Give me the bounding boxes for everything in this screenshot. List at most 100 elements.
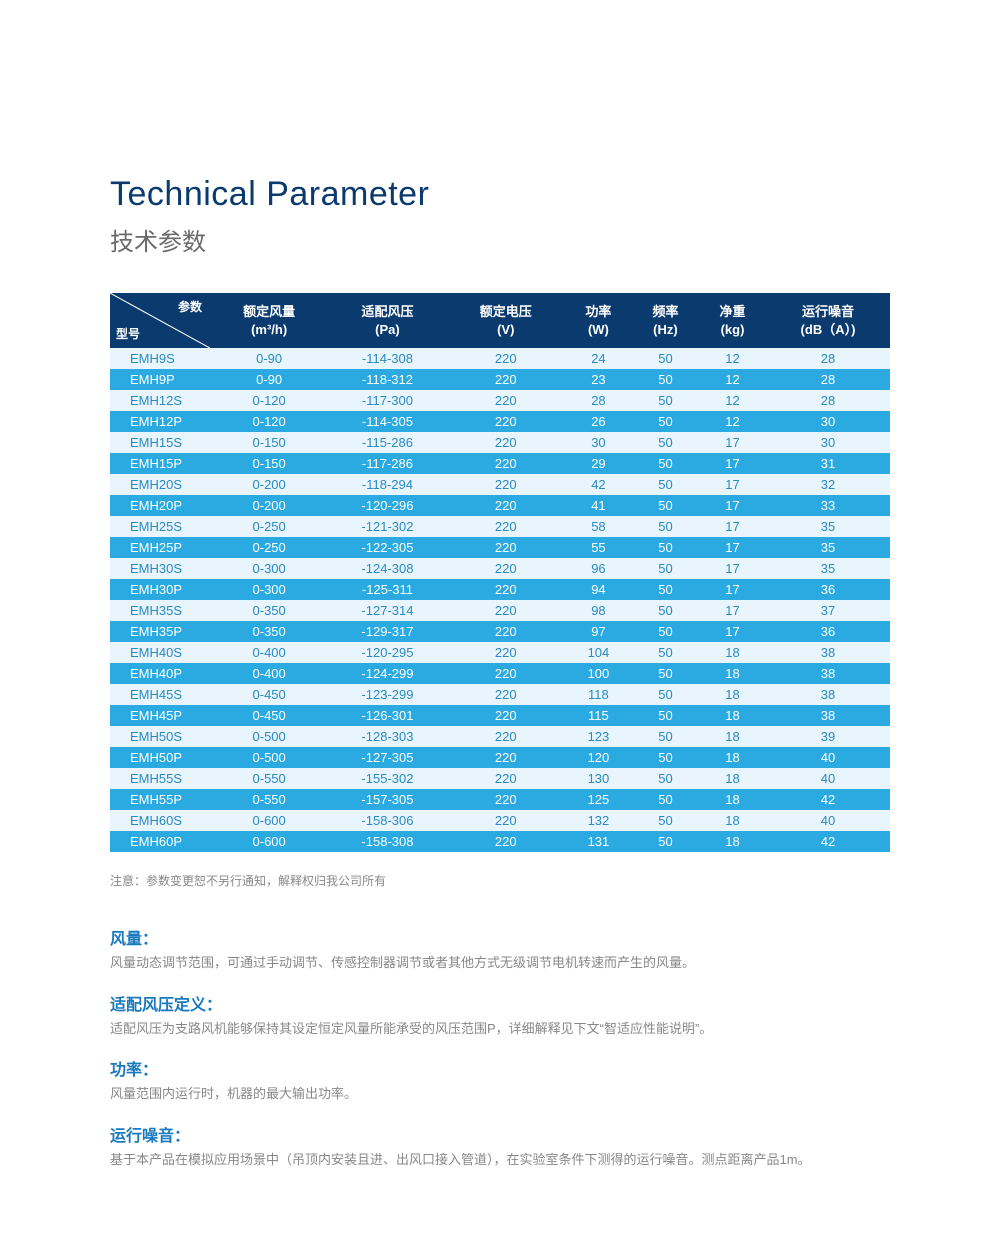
value-cell: 28 bbox=[766, 348, 890, 369]
value-cell: 50 bbox=[632, 369, 699, 390]
value-cell: 0-450 bbox=[210, 705, 328, 726]
value-cell: -121-302 bbox=[328, 516, 446, 537]
value-cell: 50 bbox=[632, 558, 699, 579]
value-cell: 0-200 bbox=[210, 474, 328, 495]
value-cell: 38 bbox=[766, 642, 890, 663]
value-cell: 0-300 bbox=[210, 579, 328, 600]
value-cell: 17 bbox=[699, 621, 766, 642]
value-cell: 0-350 bbox=[210, 621, 328, 642]
value-cell: 0-400 bbox=[210, 642, 328, 663]
column-header-label: 额定电压 bbox=[451, 303, 561, 321]
model-cell: EMH12S bbox=[110, 390, 210, 411]
value-cell: 220 bbox=[447, 684, 565, 705]
model-cell: EMH35P bbox=[110, 621, 210, 642]
value-cell: 0-350 bbox=[210, 600, 328, 621]
value-cell: 220 bbox=[447, 726, 565, 747]
table-row: EMH12P0-120-114-30522026501230 bbox=[110, 411, 890, 432]
value-cell: 50 bbox=[632, 348, 699, 369]
value-cell: 17 bbox=[699, 558, 766, 579]
value-cell: 220 bbox=[447, 705, 565, 726]
value-cell: 220 bbox=[447, 579, 565, 600]
title-english: Technical Parameter bbox=[110, 175, 890, 214]
model-cell: EMH20P bbox=[110, 495, 210, 516]
value-cell: 17 bbox=[699, 495, 766, 516]
value-cell: 220 bbox=[447, 789, 565, 810]
column-header: 额定电压(V) bbox=[447, 293, 565, 348]
corner-header-cell: 参数 型号 bbox=[110, 293, 210, 348]
value-cell: -158-306 bbox=[328, 810, 446, 831]
column-header-unit: (Hz) bbox=[636, 321, 695, 339]
value-cell: 0-150 bbox=[210, 432, 328, 453]
value-cell: -122-305 bbox=[328, 537, 446, 558]
value-cell: 50 bbox=[632, 747, 699, 768]
value-cell: 0-120 bbox=[210, 411, 328, 432]
model-cell: EMH45S bbox=[110, 684, 210, 705]
value-cell: -126-301 bbox=[328, 705, 446, 726]
model-cell: EMH12P bbox=[110, 411, 210, 432]
table-row: EMH25S0-250-121-30222058501735 bbox=[110, 516, 890, 537]
value-cell: -125-311 bbox=[328, 579, 446, 600]
value-cell: 0-250 bbox=[210, 537, 328, 558]
model-cell: EMH20S bbox=[110, 474, 210, 495]
title-chinese: 技术参数 bbox=[110, 222, 890, 257]
value-cell: 125 bbox=[565, 789, 632, 810]
value-cell: -115-286 bbox=[328, 432, 446, 453]
value-cell: 35 bbox=[766, 516, 890, 537]
model-cell: EMH9P bbox=[110, 369, 210, 390]
value-cell: 50 bbox=[632, 453, 699, 474]
value-cell: 28 bbox=[766, 369, 890, 390]
model-cell: EMH15S bbox=[110, 432, 210, 453]
value-cell: 12 bbox=[699, 411, 766, 432]
value-cell: 23 bbox=[565, 369, 632, 390]
value-cell: 50 bbox=[632, 579, 699, 600]
value-cell: 96 bbox=[565, 558, 632, 579]
value-cell: 50 bbox=[632, 411, 699, 432]
value-cell: 50 bbox=[632, 516, 699, 537]
definition-body: 适配风压为支路风机能够保持其设定恒定风量所能承受的风压范围P，详细解释见下文“智… bbox=[110, 1019, 890, 1039]
model-cell: EMH35S bbox=[110, 600, 210, 621]
value-cell: 50 bbox=[632, 810, 699, 831]
value-cell: 17 bbox=[699, 579, 766, 600]
value-cell: 30 bbox=[565, 432, 632, 453]
corner-header-bottom: 型号 bbox=[116, 326, 140, 342]
value-cell: 40 bbox=[766, 747, 890, 768]
value-cell: -117-300 bbox=[328, 390, 446, 411]
value-cell: -117-286 bbox=[328, 453, 446, 474]
value-cell: 220 bbox=[447, 831, 565, 852]
column-header-unit: (V) bbox=[451, 321, 561, 339]
value-cell: 38 bbox=[766, 705, 890, 726]
definition-body: 基于本产品在模拟应用场景中（吊顶内安装且进、出风口接入管道），在实验室条件下测得… bbox=[110, 1150, 890, 1170]
table-row: EMH50S0-500-128-303220123501839 bbox=[110, 726, 890, 747]
value-cell: 50 bbox=[632, 831, 699, 852]
value-cell: 50 bbox=[632, 495, 699, 516]
value-cell: 0-90 bbox=[210, 369, 328, 390]
value-cell: 12 bbox=[699, 369, 766, 390]
value-cell: 220 bbox=[447, 432, 565, 453]
value-cell: 37 bbox=[766, 600, 890, 621]
value-cell: 17 bbox=[699, 453, 766, 474]
value-cell: 0-550 bbox=[210, 789, 328, 810]
table-row: EMH20P0-200-120-29622041501733 bbox=[110, 495, 890, 516]
value-cell: -158-308 bbox=[328, 831, 446, 852]
value-cell: 132 bbox=[565, 810, 632, 831]
table-row: EMH35P0-350-129-31722097501736 bbox=[110, 621, 890, 642]
value-cell: 32 bbox=[766, 474, 890, 495]
value-cell: 0-90 bbox=[210, 348, 328, 369]
value-cell: 50 bbox=[632, 537, 699, 558]
value-cell: 100 bbox=[565, 663, 632, 684]
value-cell: 0-200 bbox=[210, 495, 328, 516]
value-cell: 118 bbox=[565, 684, 632, 705]
column-header: 频率(Hz) bbox=[632, 293, 699, 348]
definition-title: 适配风压定义： bbox=[110, 991, 890, 1015]
column-header-label: 净重 bbox=[703, 303, 762, 321]
column-header-unit: (kg) bbox=[703, 321, 762, 339]
table-row: EMH9P0-90-118-31222023501228 bbox=[110, 369, 890, 390]
value-cell: 12 bbox=[699, 348, 766, 369]
table-row: EMH45S0-450-123-299220118501838 bbox=[110, 684, 890, 705]
value-cell: 36 bbox=[766, 579, 890, 600]
value-cell: 55 bbox=[565, 537, 632, 558]
table-row: EMH35S0-350-127-31422098501737 bbox=[110, 600, 890, 621]
table-row: EMH9S0-90-114-30822024501228 bbox=[110, 348, 890, 369]
column-header-unit: (dB（A）) bbox=[770, 321, 886, 339]
value-cell: 220 bbox=[447, 747, 565, 768]
